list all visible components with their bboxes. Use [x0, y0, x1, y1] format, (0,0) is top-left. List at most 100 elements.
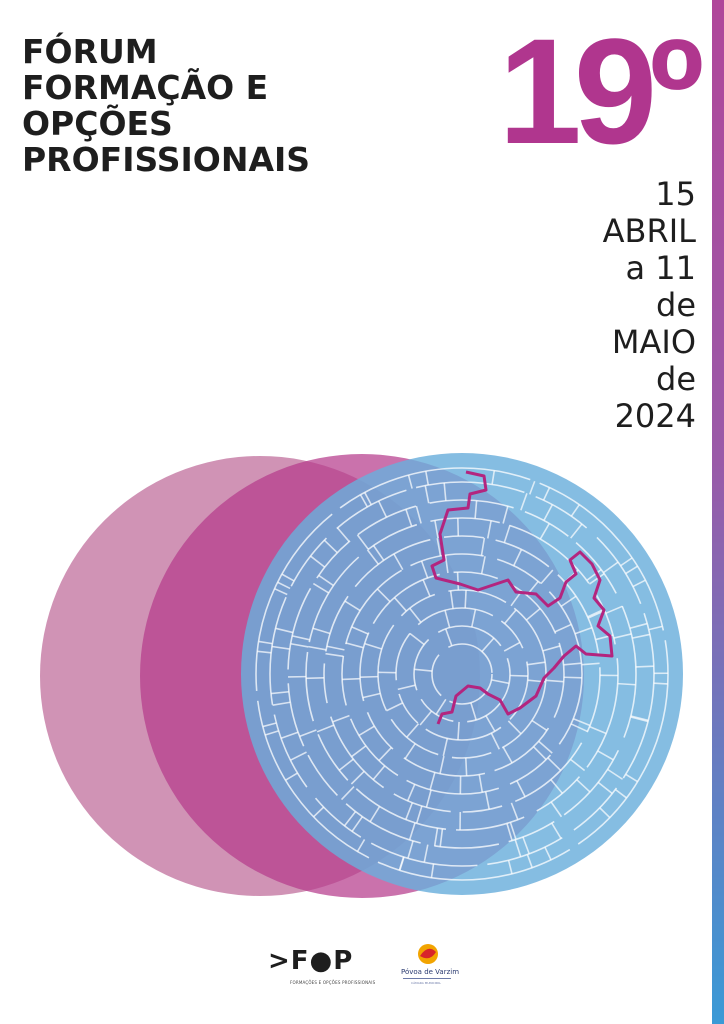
- maze-spoke: [570, 723, 588, 733]
- maze-spoke: [359, 494, 369, 508]
- maze-spoke: [491, 679, 510, 685]
- maze-spoke: [312, 627, 331, 635]
- maze-spoke: [308, 645, 327, 651]
- maze-spoke: [405, 509, 413, 527]
- maze-spoke: [569, 758, 586, 772]
- maze-spoke: [605, 605, 623, 615]
- maze-spoke: [434, 520, 439, 539]
- maze-spoke: [457, 721, 460, 740]
- maze-spoke: [312, 582, 330, 594]
- maze-spoke: [364, 642, 383, 650]
- maze-spoke: [506, 823, 513, 841]
- maze-spoke: [522, 836, 530, 855]
- maze-spoke: [509, 822, 517, 840]
- maze-spoke: [406, 783, 416, 802]
- maze-spoke: [360, 675, 379, 678]
- edition-number: 19º: [498, 7, 704, 175]
- maze-spoke: [444, 610, 451, 628]
- maze-spoke: [563, 662, 582, 666]
- date-line-6: de: [656, 360, 696, 398]
- maze-spoke: [542, 645, 561, 652]
- maze-spoke: [599, 807, 611, 819]
- title-line-1: FÓRUM: [22, 32, 158, 71]
- maze-spoke: [415, 805, 423, 824]
- maze-spoke: [449, 590, 454, 609]
- maze-spoke: [539, 523, 551, 540]
- maze-spoke: [570, 504, 580, 517]
- logos-footer: >F●P FORMAÇÕES E OPÇÕES PROFISSIONAIS Pó…: [0, 940, 724, 1000]
- maze-spoke: [425, 471, 430, 486]
- maze-spoke: [465, 757, 468, 776]
- maze-spoke: [332, 714, 350, 723]
- maze-spoke: [653, 682, 668, 685]
- maze-spoke: [550, 801, 563, 818]
- maze-spoke: [632, 633, 651, 639]
- title-line-3: OPÇÕES: [22, 104, 173, 143]
- maze-spoke: [503, 525, 511, 543]
- maze-spoke: [607, 768, 624, 780]
- maze-spoke: [414, 668, 433, 672]
- date-line-5: MAIO: [611, 323, 696, 361]
- municipality-divider: [403, 978, 451, 979]
- maze-spoke: [257, 650, 272, 654]
- maze-spoke: [350, 770, 365, 785]
- maze-spoke: [491, 470, 496, 485]
- maze-graphic: [40, 453, 683, 898]
- maze-spoke: [486, 520, 492, 539]
- maze-spoke: [620, 557, 633, 567]
- maze-spoke: [547, 757, 562, 772]
- maze-spoke: [586, 568, 602, 582]
- maze-spoke: [415, 505, 422, 524]
- maze-spoke: [430, 863, 435, 878]
- maze-spoke: [597, 781, 613, 795]
- maze-spoke: [356, 534, 369, 550]
- maze-spoke: [386, 702, 404, 712]
- maze-spokes: [257, 470, 669, 878]
- maze-spoke: [405, 802, 414, 820]
- maze-spoke: [481, 637, 495, 653]
- maze-spoke: [343, 811, 357, 827]
- maze-spoke: [429, 772, 436, 790]
- maze-spoke: [270, 690, 289, 695]
- maze-spoke: [635, 665, 654, 668]
- maze-spoke: [366, 549, 380, 565]
- maze-spoke: [456, 572, 460, 591]
- maze-spoke: [509, 674, 528, 677]
- maze-spoke: [444, 628, 453, 647]
- maze-spoke: [554, 623, 572, 633]
- maze-spoke: [338, 758, 354, 771]
- maze-spoke: [271, 645, 290, 650]
- maze-spoke: [435, 698, 447, 715]
- maze-spoke: [318, 574, 334, 587]
- maze-spoke: [316, 724, 335, 733]
- maze-spoke: [587, 608, 605, 618]
- maze-spoke: [436, 538, 442, 557]
- municipality-name: Póvoa de Varzim: [401, 968, 460, 976]
- maze-spoke: [272, 701, 291, 706]
- maze-spoke: [372, 765, 386, 781]
- maze-spoke: [602, 561, 619, 574]
- maze-spoke: [464, 590, 467, 609]
- maze-spoke: [485, 715, 496, 732]
- maze-spoke: [264, 730, 279, 736]
- maze-spoke: [442, 738, 449, 757]
- maze-spoke: [280, 731, 299, 740]
- maze-spoke: [478, 774, 484, 793]
- maze-spoke: [290, 751, 307, 761]
- maze-spoke: [502, 746, 513, 764]
- maze-spoke: [502, 505, 509, 524]
- maze-spoke: [543, 504, 554, 521]
- maze-spoke: [503, 641, 521, 652]
- maze-spoke: [323, 539, 338, 554]
- maze-spoke: [262, 722, 277, 728]
- maze-spoke: [630, 715, 649, 722]
- maze-spoke: [503, 609, 517, 625]
- maze-spoke: [510, 802, 519, 820]
- maze-spoke: [340, 786, 355, 801]
- maze-spoke: [470, 609, 477, 628]
- maze-spoke: [542, 487, 551, 501]
- maze-spoke: [372, 545, 385, 561]
- maze-spoke: [422, 579, 431, 597]
- maze-spoke: [351, 816, 364, 832]
- maze-spoke: [439, 755, 445, 774]
